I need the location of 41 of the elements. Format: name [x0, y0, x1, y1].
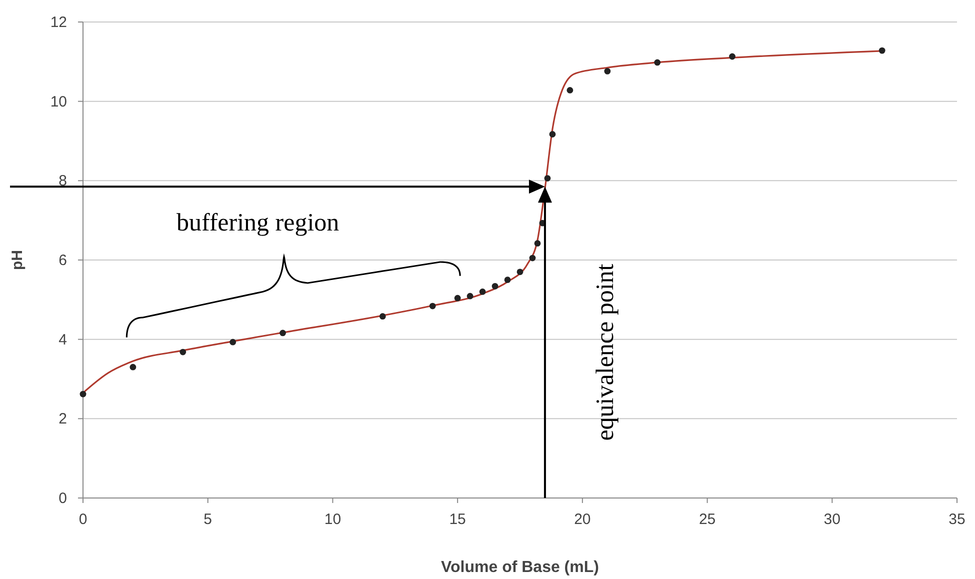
point — [878, 47, 886, 54]
x-tick-label: 20 — [574, 511, 591, 528]
point — [504, 276, 511, 284]
point — [454, 294, 461, 302]
point — [492, 282, 498, 290]
point — [130, 364, 136, 370]
x-tick-label: 10 — [324, 511, 342, 528]
point — [379, 313, 386, 320]
point — [529, 254, 536, 262]
point — [80, 390, 86, 398]
point — [566, 87, 574, 94]
x-tick-label: 0 — [78, 511, 88, 528]
x-tick-label: 25 — [698, 511, 716, 528]
x-tick-label: 35 — [948, 511, 966, 528]
annotation: buffering region — [176, 209, 340, 236]
point — [230, 338, 236, 346]
point — [180, 348, 186, 356]
y-tick-label: 2 — [58, 410, 67, 428]
point — [534, 240, 541, 247]
point — [429, 302, 436, 310]
point — [516, 268, 524, 276]
y-axis-title: pH — [9, 250, 26, 270]
point — [479, 288, 486, 295]
y-tick-label: 12 — [50, 14, 67, 31]
point — [544, 175, 551, 182]
point — [549, 131, 556, 138]
y-tick-label: 0 — [58, 490, 67, 507]
y-tick-label: 4 — [58, 331, 67, 348]
point — [280, 330, 286, 336]
point — [729, 53, 736, 60]
y-tick-label: 6 — [58, 252, 67, 269]
x-tick-label: 15 — [449, 511, 466, 528]
ref-line-label: equivalence point — [592, 264, 619, 441]
x-tick-label: 5 — [204, 511, 212, 528]
point — [466, 292, 474, 300]
x-axis-title: Volume of Base (mL) — [441, 559, 599, 576]
point — [604, 68, 611, 74]
x-tick-label: 30 — [824, 511, 840, 528]
point — [654, 59, 661, 66]
y-tick-label: 8 — [58, 172, 67, 190]
y-tick-label: 10 — [50, 93, 67, 110]
